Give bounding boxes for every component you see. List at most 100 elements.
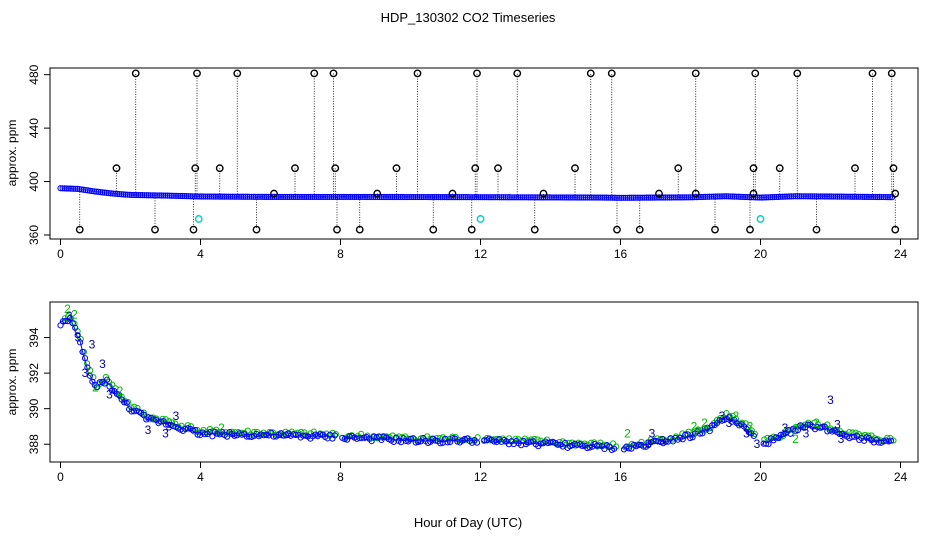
- data-point: [546, 194, 553, 201]
- series2-point: [622, 444, 629, 451]
- data-point: [616, 194, 623, 201]
- series1-point: [799, 424, 806, 431]
- series1-point: [331, 432, 338, 439]
- series1-point: [194, 431, 201, 438]
- data-point: [592, 194, 600, 201]
- outlier-point: [373, 189, 382, 198]
- x-tick-label: 8: [337, 470, 344, 484]
- data-point: [286, 193, 293, 201]
- data-point: [632, 194, 640, 201]
- outlier-point: [691, 69, 700, 78]
- data-point: [712, 193, 719, 200]
- data-point: [674, 194, 682, 201]
- data-point: [865, 193, 873, 201]
- series-marker-label: 2: [218, 421, 225, 435]
- data-point: [210, 193, 217, 200]
- data-point: [63, 185, 70, 192]
- series1-point: [209, 433, 216, 440]
- data-point: [882, 194, 889, 201]
- data-point: [420, 193, 427, 201]
- series2-point: [795, 423, 803, 430]
- y-tick-label: 390: [27, 398, 41, 418]
- data-point: [450, 194, 457, 201]
- data-point: [792, 193, 799, 200]
- data-point: [779, 193, 787, 200]
- data-point: [412, 193, 419, 201]
- top-panel-ylabel: approx. ppm: [5, 120, 19, 187]
- data-point: [397, 193, 404, 201]
- data-point: [364, 193, 371, 201]
- data-point: [807, 193, 814, 200]
- series2-point: [90, 374, 97, 381]
- data-point: [628, 194, 635, 201]
- data-point: [313, 193, 320, 201]
- data-point: [729, 193, 736, 200]
- data-point: [61, 185, 68, 192]
- data-point: [578, 194, 585, 201]
- data-point: [823, 193, 831, 200]
- outlier-point: [429, 225, 438, 234]
- series1-point: [437, 440, 444, 447]
- data-point: [441, 194, 448, 201]
- outlier-point: [751, 69, 760, 78]
- data-point: [737, 193, 745, 200]
- series-marker-label: 3: [166, 419, 173, 433]
- series-marker-label: 3: [66, 309, 73, 323]
- series1-point: [84, 364, 91, 371]
- outlier-point: [270, 189, 278, 198]
- data-point: [494, 194, 501, 201]
- data-point: [259, 193, 266, 200]
- data-point: [292, 193, 299, 201]
- data-point: [177, 192, 184, 200]
- data-point: [330, 193, 337, 201]
- data-point: [277, 193, 285, 201]
- data-point: [861, 193, 868, 200]
- data-point: [700, 193, 707, 201]
- data-point: [112, 190, 119, 197]
- data-point: [666, 194, 673, 201]
- data-point: [763, 194, 770, 201]
- series1-point: [449, 435, 456, 442]
- data-point: [649, 194, 656, 201]
- data-point: [508, 194, 516, 201]
- series1-point: [763, 440, 770, 447]
- data-point: [826, 193, 833, 200]
- data-point: [685, 194, 692, 201]
- data-point: [863, 193, 871, 201]
- data-point: [777, 193, 784, 200]
- outlier-point: [530, 225, 539, 234]
- outlier-point: [413, 69, 422, 78]
- data-point: [609, 194, 616, 201]
- data-point: [359, 193, 366, 201]
- data-point: [595, 194, 602, 201]
- data-point: [439, 194, 446, 201]
- series2-point: [691, 428, 699, 435]
- data-point: [317, 193, 324, 201]
- data-point: [393, 193, 400, 201]
- data-point: [523, 194, 530, 201]
- data-point: [456, 194, 463, 201]
- series-marker-label: 3: [782, 421, 789, 435]
- data-point: [645, 194, 652, 201]
- series-marker-label: 3: [173, 409, 180, 423]
- data-point: [775, 193, 782, 200]
- data-point: [758, 194, 766, 201]
- data-point: [710, 193, 717, 200]
- data-point: [855, 193, 862, 200]
- outlier-point: [746, 225, 754, 234]
- series1-point: [192, 427, 199, 434]
- top-panel-axes: 0 4 8 12 16 20 24 360 400 440 480: [27, 64, 907, 261]
- series1-point: [231, 432, 238, 439]
- data-point: [714, 193, 721, 200]
- series-marker-label: 3: [754, 437, 761, 451]
- data-point: [561, 194, 568, 201]
- data-point: [754, 194, 761, 201]
- data-point: [118, 191, 125, 198]
- series-marker-label: 2: [92, 380, 99, 394]
- data-point: [380, 193, 387, 201]
- data-point: [601, 194, 608, 201]
- y-tick-label: 360: [27, 225, 41, 245]
- series1-point: [432, 437, 439, 444]
- series1-point: [72, 324, 79, 331]
